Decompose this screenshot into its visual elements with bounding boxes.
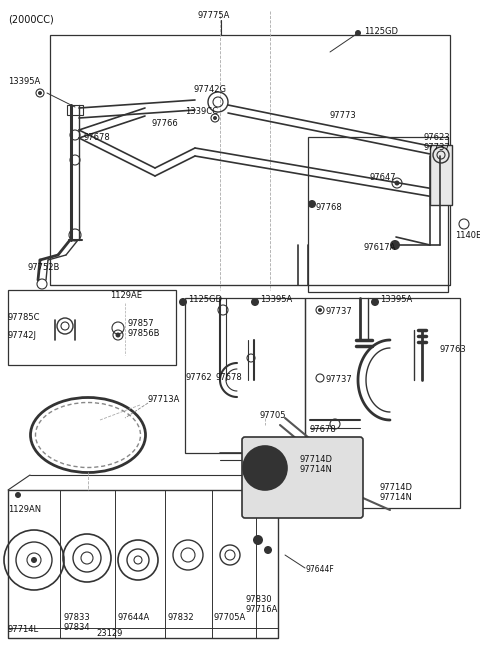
- Text: 97617A: 97617A: [364, 243, 396, 252]
- Text: 97752B: 97752B: [28, 263, 60, 273]
- Bar: [50, 35, 450, 285]
- Text: 97737: 97737: [325, 376, 352, 385]
- Text: 97714L: 97714L: [8, 625, 39, 634]
- Text: 97773: 97773: [330, 110, 357, 119]
- Circle shape: [318, 308, 322, 312]
- Text: 97857: 97857: [128, 318, 155, 327]
- Text: 97742J: 97742J: [8, 331, 37, 340]
- Text: 97742G: 97742G: [194, 85, 227, 95]
- Bar: [305, 298, 460, 508]
- Text: 23129: 23129: [97, 629, 123, 638]
- Text: 97678: 97678: [215, 374, 242, 383]
- Bar: [308, 137, 448, 292]
- Circle shape: [395, 181, 399, 186]
- Text: 97763: 97763: [440, 346, 467, 355]
- Circle shape: [390, 240, 400, 250]
- Text: 97713A: 97713A: [148, 396, 180, 404]
- Text: 13395A: 13395A: [8, 78, 40, 87]
- Text: 97714D: 97714D: [380, 484, 413, 492]
- Text: 97705A: 97705A: [213, 612, 245, 621]
- FancyBboxPatch shape: [242, 437, 363, 518]
- Text: (2000CC): (2000CC): [8, 14, 54, 24]
- Text: 97714D: 97714D: [300, 456, 333, 464]
- Circle shape: [253, 535, 263, 545]
- Circle shape: [263, 466, 267, 470]
- Circle shape: [38, 91, 42, 95]
- Bar: [430, 145, 452, 205]
- Text: 97830: 97830: [245, 595, 272, 604]
- Text: 97714N: 97714N: [300, 466, 333, 475]
- Bar: [8, 290, 176, 365]
- Circle shape: [179, 298, 187, 306]
- Text: 97832: 97832: [168, 612, 194, 621]
- Circle shape: [251, 298, 259, 306]
- Text: 97644A: 97644A: [118, 612, 150, 621]
- Text: 97714N: 97714N: [380, 494, 413, 503]
- Text: 97833: 97833: [63, 612, 90, 621]
- Text: 97856B: 97856B: [128, 329, 160, 338]
- Circle shape: [116, 333, 120, 338]
- Text: 1140EX: 1140EX: [455, 231, 480, 239]
- Circle shape: [31, 557, 37, 563]
- Bar: [185, 298, 305, 453]
- Text: 1339CC: 1339CC: [185, 108, 218, 117]
- Text: 97716A: 97716A: [245, 606, 277, 614]
- Text: 97834: 97834: [63, 623, 90, 632]
- Text: 97737: 97737: [424, 143, 451, 153]
- Text: 97623: 97623: [424, 132, 451, 141]
- Bar: [8, 628, 278, 638]
- Text: 97768: 97768: [315, 203, 342, 211]
- Circle shape: [15, 492, 21, 498]
- Bar: [67, 105, 83, 115]
- Text: 97762: 97762: [185, 374, 212, 383]
- Text: 97775A: 97775A: [198, 11, 230, 20]
- Circle shape: [355, 30, 361, 36]
- Text: 97785C: 97785C: [8, 314, 40, 323]
- Text: 13395A: 13395A: [380, 295, 412, 304]
- Text: 1125GD: 1125GD: [364, 27, 398, 37]
- Text: 1125GD: 1125GD: [188, 295, 222, 304]
- Text: 97647: 97647: [370, 173, 396, 183]
- Text: 97644F: 97644F: [305, 565, 334, 574]
- Text: 97737: 97737: [325, 308, 352, 316]
- Text: 13395A: 13395A: [260, 295, 292, 304]
- Circle shape: [308, 200, 316, 208]
- Text: 97766: 97766: [152, 119, 179, 128]
- Text: 1129AE: 1129AE: [110, 291, 142, 299]
- Bar: [8, 490, 278, 638]
- Circle shape: [213, 116, 217, 120]
- Circle shape: [243, 446, 287, 490]
- Text: 97678: 97678: [310, 426, 337, 434]
- Text: 1129AN: 1129AN: [8, 505, 41, 514]
- Text: 97705: 97705: [260, 411, 287, 419]
- Text: 97678: 97678: [84, 134, 111, 143]
- Circle shape: [371, 298, 379, 306]
- Circle shape: [264, 546, 272, 554]
